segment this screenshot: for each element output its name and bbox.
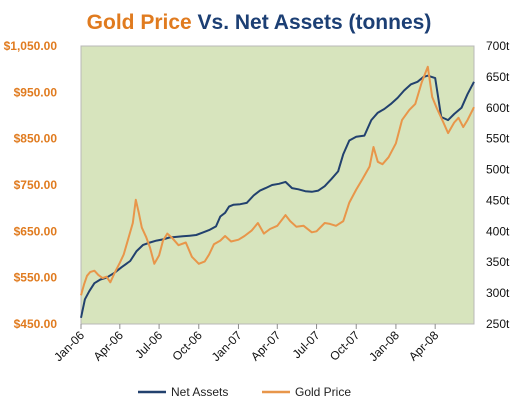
left-tick-label: $550.00 — [14, 271, 58, 285]
left-tick-label: $850.00 — [14, 132, 58, 146]
right-tick-label: 700t — [486, 39, 510, 53]
x-tick-label: Jul-07 — [290, 328, 323, 361]
right-tick-label: 450t — [486, 193, 510, 207]
right-tick-label: 550t — [486, 132, 510, 146]
right-tick-label: 250t — [486, 317, 510, 331]
right-tick-label: 650t — [486, 70, 510, 84]
x-tick-label: Apr-06 — [91, 328, 127, 364]
x-tick-label: Jul-06 — [132, 328, 165, 361]
series-net-assets-line — [80, 74, 475, 319]
right-tick-label: 600t — [486, 101, 510, 115]
x-axis: Jan-06 Apr-06 Jul-06 Oct-06 Jan-07 Apr-07 Jul-… — [51, 324, 442, 364]
right-tick-label: 300t — [486, 286, 510, 300]
left-tick-label: $650.00 — [14, 224, 58, 238]
legend-net-assets-label: Net Assets — [171, 385, 228, 399]
left-tick-label: $750.00 — [14, 178, 58, 192]
left-axis: $450.00 $550.00 $650.00 $750.00 $850.00 $950.… — [4, 39, 58, 331]
x-tick-label: Oct-07 — [327, 328, 363, 364]
left-tick-label: $450.00 — [14, 317, 58, 331]
x-tick-label: Jan-07 — [209, 328, 245, 364]
x-tick-label: Apr-07 — [248, 328, 284, 364]
title-gold-part: Gold Price — [87, 11, 192, 34]
legend: Net Assets Gold Price — [138, 385, 351, 399]
series-gold-price-line — [80, 65, 475, 296]
x-tick-label: Jan-06 — [51, 328, 87, 364]
x-tick-label: Apr-08 — [406, 328, 442, 364]
x-tick-label: Oct-06 — [170, 328, 206, 364]
title-assets-part: Net Assets (tonnes) — [235, 11, 431, 34]
series-lines — [80, 65, 475, 319]
left-tick-label: $950.00 — [14, 85, 58, 99]
x-tick-label: Jan-08 — [366, 328, 402, 364]
right-tick-label: 500t — [486, 163, 510, 177]
title-vs-part: Vs. — [192, 11, 235, 34]
right-tick-label: 400t — [486, 224, 510, 238]
legend-gold-price-label: Gold Price — [295, 385, 351, 399]
right-axis: 250t 300t 350t 400t 450t 500t 550t 600t 650t 700t — [486, 39, 510, 331]
chart-title: Gold Price Vs. Net Assets (tonnes) — [87, 11, 432, 34]
right-tick-label: 350t — [486, 255, 510, 269]
left-tick-label: $1,050.00 — [4, 39, 58, 53]
